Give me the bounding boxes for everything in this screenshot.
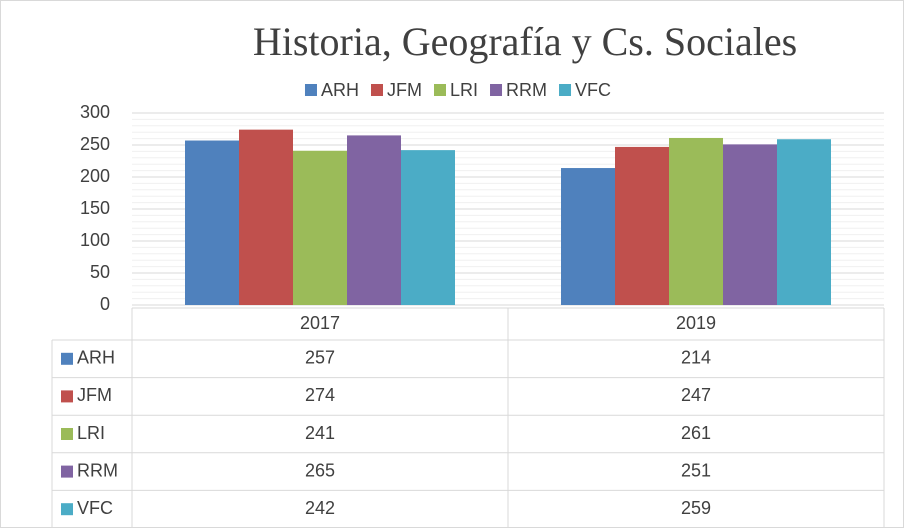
legend-label: VFC — [575, 80, 611, 100]
chart-title: Historia, Geografía y Cs. Sociales — [253, 19, 797, 64]
legend-key — [371, 84, 383, 96]
y-tick-label: 150 — [80, 198, 110, 218]
table-value: 242 — [305, 498, 335, 518]
table-value: 247 — [681, 385, 711, 405]
table-value: 274 — [305, 385, 335, 405]
table-row-label: JFM — [77, 385, 112, 405]
bar — [293, 150, 347, 305]
bar — [401, 150, 455, 305]
table-value: 241 — [305, 423, 335, 443]
legend-key — [434, 84, 446, 96]
table-row-label: LRI — [77, 423, 105, 443]
table-value: 214 — [681, 348, 711, 368]
table-value: 261 — [681, 423, 711, 443]
bar — [239, 129, 293, 305]
table-row-label: ARH — [77, 348, 115, 368]
bar — [561, 168, 615, 305]
table-row-label: RRM — [77, 460, 118, 480]
legend-key — [490, 84, 503, 96]
table-value: 259 — [681, 498, 711, 518]
table-legend-key — [61, 503, 73, 516]
table-value: 251 — [681, 460, 711, 480]
y-tick-label: 100 — [80, 230, 110, 250]
table-value: 257 — [305, 348, 335, 368]
bar — [723, 144, 777, 305]
y-tick-label: 200 — [80, 166, 110, 186]
bar — [347, 135, 401, 305]
y-tick-label: 250 — [80, 134, 110, 154]
table-row-label: VFC — [77, 498, 113, 518]
legend-label: LRI — [450, 80, 478, 100]
table-value: 265 — [305, 460, 335, 480]
y-tick-label: 300 — [80, 102, 110, 122]
legend-label: RRM — [506, 80, 547, 100]
y-tick-label: 50 — [90, 262, 110, 282]
legend-key — [304, 84, 317, 96]
bar — [669, 137, 723, 305]
legend-label: ARH — [321, 80, 359, 100]
x-tick-label: 2017 — [300, 313, 340, 333]
x-tick-label: 2019 — [676, 313, 716, 333]
bar — [777, 139, 831, 305]
legend-key — [559, 84, 572, 96]
table-legend-key — [61, 352, 73, 365]
table-legend-key — [61, 390, 73, 403]
table-legend-key — [61, 465, 73, 478]
y-tick-label: 0 — [100, 294, 110, 314]
bar — [185, 140, 239, 305]
bar — [615, 146, 669, 305]
table-legend-key — [61, 428, 73, 440]
legend-label: JFM — [387, 80, 422, 100]
